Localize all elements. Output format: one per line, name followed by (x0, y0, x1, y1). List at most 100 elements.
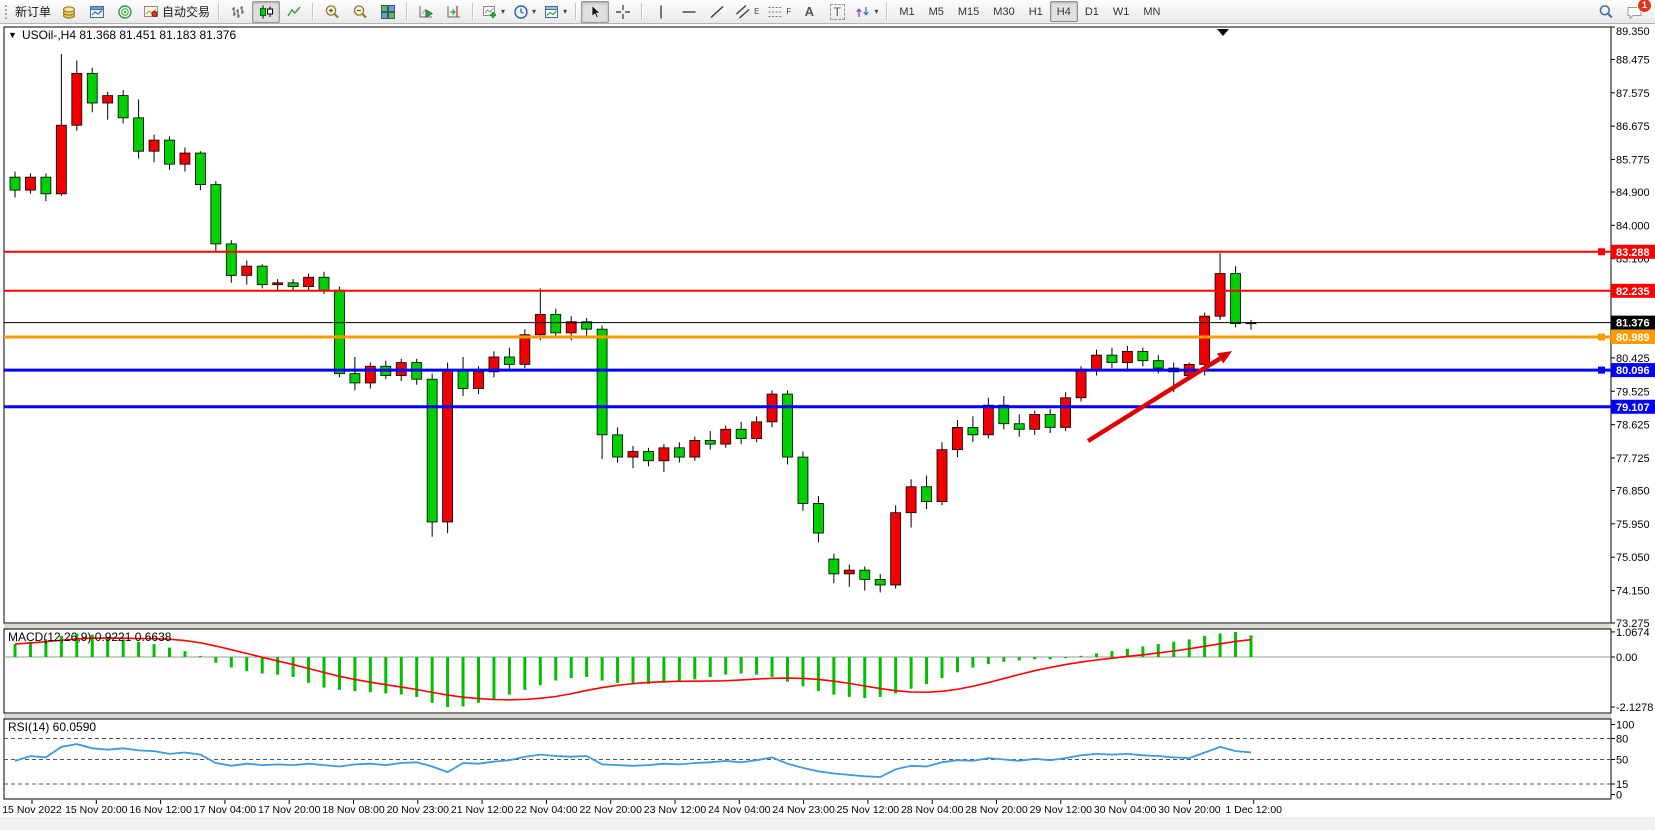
price-tick-label: 73.275 (1616, 618, 1650, 630)
scroll-marker-icon[interactable] (1217, 29, 1229, 36)
candle (797, 451, 809, 511)
timeframe-M5[interactable]: M5 (928, 5, 944, 18)
price-tick-label: 76.850 (1616, 485, 1650, 497)
time-label: 15 Nov 20:00 (65, 804, 128, 816)
equidistant-channel-tool-button[interactable]: E (731, 1, 763, 23)
text-label-tool-button[interactable]: T (823, 1, 851, 23)
market-watch-button[interactable] (55, 1, 83, 23)
macd-label: MACD(12,26,9) 0.9221 0.6638 (8, 630, 172, 644)
new-order-button[interactable]: 新订单 (11, 1, 55, 23)
candle (1060, 392, 1071, 432)
timeframe-H4[interactable]: H4 (1049, 1, 1078, 22)
timeframe-W1[interactable]: W1 (1112, 5, 1130, 18)
hline-handle[interactable] (1598, 248, 1605, 256)
timeframe-M1[interactable]: M1 (899, 5, 915, 18)
candle (334, 286, 345, 378)
panel-separator[interactable] (4, 714, 1611, 719)
chart-canvas[interactable]: 89.350 88.475 87.575 86.675 85.775 84.900 84.0… (0, 24, 1655, 825)
hline-handle[interactable] (1598, 366, 1605, 374)
navigator-button[interactable] (111, 1, 139, 23)
auto-scroll-button[interactable] (412, 1, 440, 23)
panel-border (3, 628, 1612, 714)
toolbar: 新订单 自动交易 (0, 0, 1655, 24)
candle (612, 427, 623, 463)
panel-separator[interactable] (4, 624, 1611, 629)
text-tool-button[interactable]: A (795, 1, 823, 23)
search-button[interactable] (1592, 1, 1620, 23)
rsi-label: RSI(14) 60.0590 (8, 720, 96, 734)
arrows-icon (856, 6, 870, 17)
trend-arrow[interactable] (1086, 351, 1232, 443)
candle (25, 173, 36, 194)
market-watch-icon (63, 5, 76, 19)
price-tick-label: 74.150 (1616, 586, 1650, 598)
timeframe-M15[interactable]: M15 (957, 5, 980, 18)
candle (210, 180, 222, 252)
candle (194, 151, 206, 191)
indicators-icon (483, 5, 497, 18)
candle (766, 390, 778, 428)
candle (1106, 347, 1118, 369)
zoom-in-button[interactable] (318, 1, 346, 23)
candle (179, 147, 191, 172)
timeframe-D1[interactable]: D1 (1084, 5, 1099, 18)
bar-chart-mode-button[interactable] (224, 1, 252, 23)
dropdown-caret: ▾ (532, 6, 537, 16)
chart-header: ▼ USOil-,H4 81.368 81.451 81.183 81.376 (8, 28, 236, 42)
tile-windows-icon (381, 4, 396, 19)
price-tick-label: 75.050 (1616, 552, 1650, 564)
hline-handle[interactable] (1598, 333, 1605, 341)
toolbar-grip[interactable] (4, 3, 8, 20)
periods-button[interactable]: ▾ (509, 1, 540, 23)
crosshair-tool-button[interactable] (609, 1, 637, 23)
vertical-line-tool-button[interactable] (647, 1, 675, 23)
arrows-tool-button[interactable]: ▾ (851, 1, 882, 23)
auto-trading-button[interactable]: 自动交易 (139, 1, 214, 23)
tile-windows-button[interactable] (374, 1, 402, 23)
zoom-out-button[interactable] (346, 1, 374, 23)
timeframe-MN[interactable]: MN (1143, 5, 1161, 18)
candle (303, 273, 314, 291)
candle (1029, 410, 1041, 435)
chat-button[interactable]: 1 (1620, 0, 1652, 23)
price-line-label: 80.989 (1616, 332, 1650, 344)
fibonacci-tool-button[interactable]: F (763, 1, 795, 23)
chart-window[interactable]: 89.350 88.475 87.575 86.675 85.775 84.900 84.0… (0, 24, 1655, 825)
trendline-tool-button[interactable] (703, 1, 731, 23)
time-label: 29 Nov 12:00 (1030, 804, 1093, 816)
fibonacci-icon (768, 6, 782, 17)
cursor-tool-button[interactable] (581, 0, 610, 23)
data-window-button[interactable] (83, 1, 111, 23)
line-chart-mode-button[interactable] (280, 1, 308, 23)
templates-button[interactable]: ▾ (540, 1, 571, 23)
timeframe-H1[interactable]: H1 (1028, 5, 1043, 18)
dropdown-caret: ▾ (501, 6, 506, 16)
price-line-label-bg (1611, 363, 1655, 378)
candle (164, 136, 175, 170)
dropdown-caret: ▾ (874, 6, 879, 16)
chart-shift-button[interactable] (440, 1, 468, 23)
candle (364, 362, 376, 389)
candle (519, 329, 531, 369)
horizontal-line-tool-button[interactable] (675, 1, 703, 23)
candle (9, 171, 21, 198)
collapse-triangle-icon[interactable]: ▼ (8, 30, 17, 40)
time-label: 28 Nov 20:00 (965, 804, 1028, 816)
candle (133, 99, 145, 159)
indicators-button[interactable]: ▾ (478, 1, 509, 23)
candle (256, 264, 268, 289)
candle (1044, 408, 1056, 433)
timeframe-M30[interactable]: M30 (993, 5, 1015, 18)
candle (859, 566, 871, 591)
time-label: 24 Nov 04:00 (708, 804, 771, 816)
candle (596, 325, 608, 459)
label-tool-label: T (829, 3, 845, 20)
candle (643, 447, 654, 467)
candlestick-mode-button[interactable] (252, 0, 281, 23)
candle (148, 134, 160, 163)
candle (102, 91, 114, 120)
macd-tick-label: -2.1278 (1616, 702, 1653, 714)
chart-background (0, 24, 1655, 825)
candle (1122, 345, 1133, 370)
separator (406, 3, 409, 20)
